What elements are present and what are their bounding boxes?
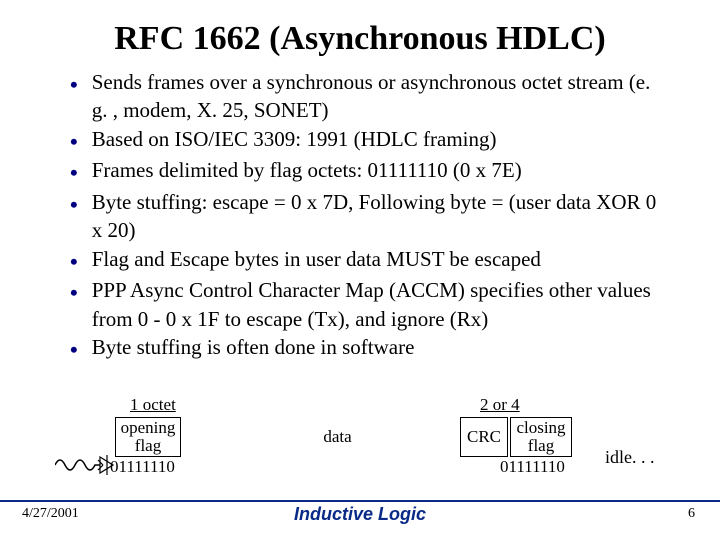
bullet-list: • Sends frames over a synchronous or asyn…: [0, 68, 720, 365]
list-item: • Based on ISO/IEC 3309: 1991 (HDLC frami…: [70, 125, 670, 157]
list-item: • Sends frames over a synchronous or asyn…: [70, 68, 670, 125]
bullet-text: Byte stuffing: escape = 0 x 7D, Followin…: [92, 188, 670, 245]
bullet-icon: •: [70, 335, 78, 365]
footer-page-number: 6: [688, 506, 695, 522]
bullet-text: Flag and Escape bytes in user data MUST …: [92, 245, 670, 273]
bullet-icon: •: [70, 247, 78, 277]
bullet-icon: •: [70, 127, 78, 157]
list-item: • Flag and Escape bytes in user data MUST…: [70, 245, 670, 277]
list-item: • Frames delimited by flag octets: 011111…: [70, 156, 670, 188]
footer-divider: [0, 500, 720, 502]
list-item: • Byte stuffing is often done in software: [70, 333, 670, 365]
list-item: • PPP Async Control Character Map (ACCM) …: [70, 276, 670, 333]
bullet-icon: •: [70, 158, 78, 188]
label-idle: idle. . .: [605, 447, 655, 468]
bullet-icon: •: [70, 190, 78, 220]
bullet-text: Frames delimited by flag octets: 0111111…: [92, 156, 670, 184]
bullet-text: Sends frames over a synchronous or async…: [92, 68, 670, 125]
box-closing-flag: closing flag: [510, 417, 572, 457]
label-1-octet: 1 octet: [130, 395, 176, 415]
frame-diagram: 1 octet 2 or 4 opening flag data CRC clo…: [60, 395, 690, 490]
bullet-text: Based on ISO/IEC 3309: 1991 (HDLC framin…: [92, 125, 670, 153]
box-opening-flag: opening flag: [115, 417, 181, 457]
label-2-or-4: 2 or 4: [480, 395, 520, 415]
box-data: data: [245, 417, 430, 457]
box-crc: CRC: [460, 417, 508, 457]
footer-brand: Inductive Logic: [0, 504, 720, 525]
footer: 4/27/2001 Inductive Logic 6: [0, 506, 720, 526]
slide-title: RFC 1662 (Asynchronous HDLC): [0, 0, 720, 68]
wave-icon: [55, 453, 115, 477]
bullet-text: PPP Async Control Character Map (ACCM) s…: [92, 276, 670, 333]
list-item: • Byte stuffing: escape = 0 x 7D, Followi…: [70, 188, 670, 245]
label-open-bits: 01111110: [110, 457, 175, 477]
bullet-icon: •: [70, 278, 78, 308]
bullet-icon: •: [70, 70, 78, 100]
bullet-text: Byte stuffing is often done in software: [92, 333, 670, 361]
label-close-bits: 01111110: [500, 457, 565, 477]
